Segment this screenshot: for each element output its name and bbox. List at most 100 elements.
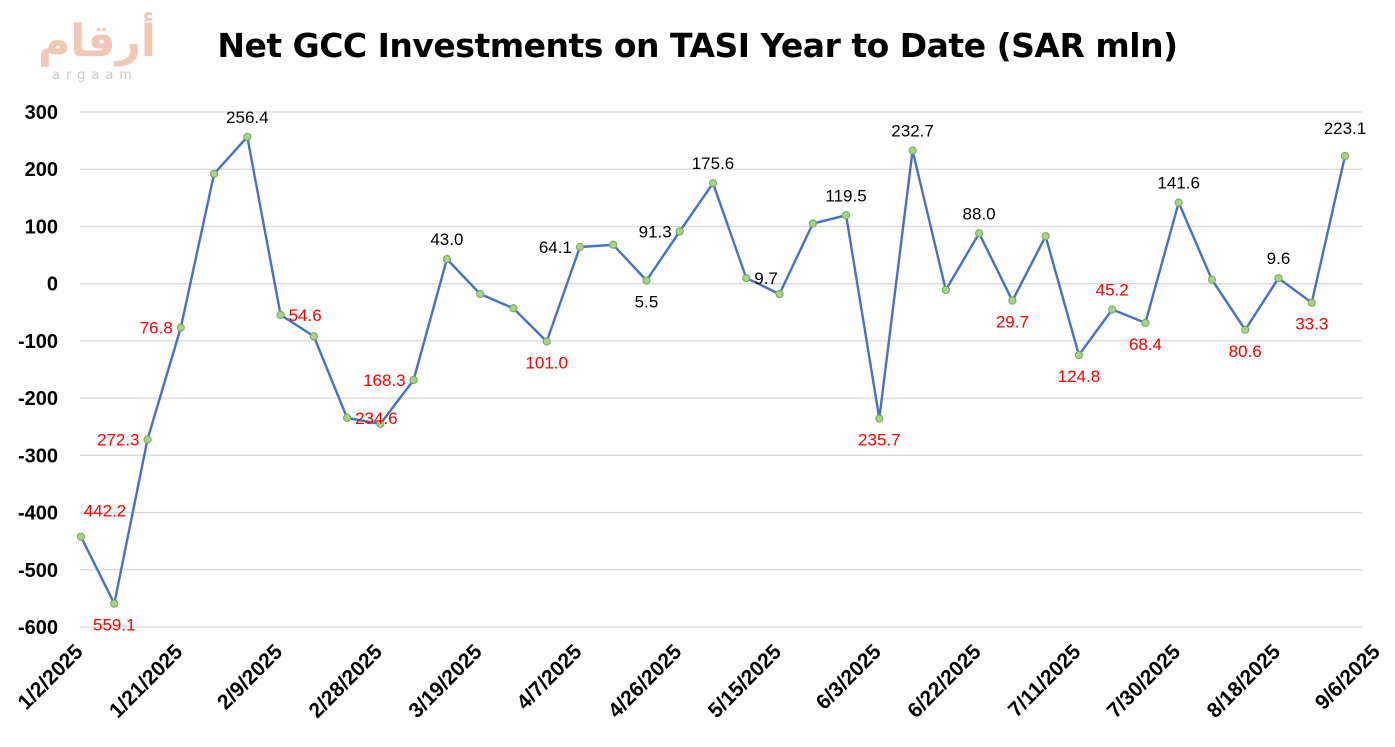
data-label: 68.4 [1129,335,1162,354]
data-point [1274,274,1283,283]
data-label: 54.6 [289,306,322,325]
data-label: 91.3 [639,222,672,241]
y-tick-label: -500 [18,560,58,582]
data-point [276,310,285,320]
x-tick-label: 4/7/2025 [512,640,586,714]
data-label: 175.6 [692,154,735,173]
y-tick-label: 200 [25,159,58,181]
data-label: 64.1 [539,238,572,257]
data-point [941,285,950,295]
series-line-group [79,135,1347,605]
data-point [1141,318,1150,327]
y-tick-label: 100 [25,216,58,238]
y-tick-label: 300 [25,102,58,124]
data-labels: 442.2 559.1 272.3 76.8 256.4 54.6 234.6 168.3 43… [84,108,1367,635]
data-point [742,274,751,283]
data-label: 33.3 [1295,315,1328,334]
data-label: 235.7 [858,431,901,450]
x-tick-label: 3/19/2025 [404,640,487,723]
x-tick-label: 6/3/2025 [812,640,886,714]
data-point [575,242,585,252]
logo-arabic-text: أرقام [38,16,156,67]
data-point [110,599,119,608]
data-point [875,414,884,423]
data-label: 256.4 [226,108,269,127]
data-point [1241,325,1250,334]
data-point [409,375,418,385]
x-tick-label: 5/15/2025 [704,640,787,723]
data-label: 442.2 [84,502,127,521]
data-label: 272.3 [97,430,140,449]
x-tick-label: 9/6/2025 [1311,640,1385,714]
data-label: 5.5 [635,293,659,312]
y-axis-ticks: 300 200 100 0 -100 -200 -300 -400 -500 -600 [18,102,58,639]
data-point [775,289,784,299]
data-label: 9.7 [754,269,778,288]
x-tick-label: 4/26/2025 [604,640,687,723]
x-tick-label: 7/30/2025 [1103,640,1186,723]
x-tick-label: 2/28/2025 [305,640,388,723]
data-label: 101.0 [525,353,568,372]
data-point [1174,198,1183,207]
data-point [908,146,917,155]
data-point [975,229,984,238]
x-tick-label: 7/11/2025 [1004,640,1086,722]
data-label: 29.7 [996,313,1029,332]
x-tick-label: 1/2/2025 [13,640,87,714]
data-point [176,323,185,332]
data-label: 43.0 [430,230,463,249]
data-point [708,179,718,188]
data-label: 141.6 [1157,174,1200,193]
data-point [1340,151,1350,161]
data-point [808,219,817,228]
y-tick-label: 0 [47,274,58,296]
data-point [343,413,352,423]
data-point [1074,350,1083,360]
data-label: 80.6 [1229,342,1262,361]
data-point [542,337,551,346]
x-axis-ticks: 1/2/2025 1/21/2025 2/9/2025 2/28/2025 3/19/2… [13,640,1385,723]
data-label: 124.8 [1058,367,1101,386]
x-tick-label: 8/18/2025 [1203,640,1286,723]
data-point [841,211,851,220]
gridlines [80,111,1362,628]
data-point [376,419,385,428]
y-tick-label: -100 [18,331,58,353]
data-label: 9.6 [1267,249,1291,268]
series-line [79,135,1347,605]
data-point [509,304,518,313]
data-point [1207,275,1217,284]
data-label: 76.8 [140,319,173,338]
data-label: 232.7 [891,122,934,141]
data-point [209,169,219,178]
data-point [609,240,618,249]
data-label: 88.0 [963,204,996,223]
x-tick-label: 1/21/2025 [105,640,188,723]
y-tick-label: -200 [18,388,58,410]
data-point [76,532,86,541]
data-markers [76,132,1350,608]
x-tick-label: 6/22/2025 [903,640,986,723]
data-point [309,332,318,341]
data-point [642,276,651,285]
data-label: 168.3 [363,371,406,390]
data-label: 223.1 [1324,119,1367,138]
chart-title: Net GCC Investments on TASI Year to Date… [217,26,1178,65]
data-point [243,132,252,142]
y-tick-label: -300 [18,445,58,467]
data-label: 234.6 [355,409,398,428]
data-point [1008,296,1017,305]
data-point [143,435,152,444]
argaam-logo: أرقام argaam [12,16,182,88]
data-label: 119.5 [825,186,866,205]
y-tick-label: -400 [18,503,58,525]
logo-latin-text: argaam [52,68,138,83]
data-label: 45.2 [1096,281,1129,300]
data-point [442,254,451,264]
y-tick-label: -600 [18,617,58,639]
data-label: 559.1 [93,616,136,635]
data-point [675,227,684,236]
data-point [476,289,485,299]
data-point [1041,232,1050,241]
